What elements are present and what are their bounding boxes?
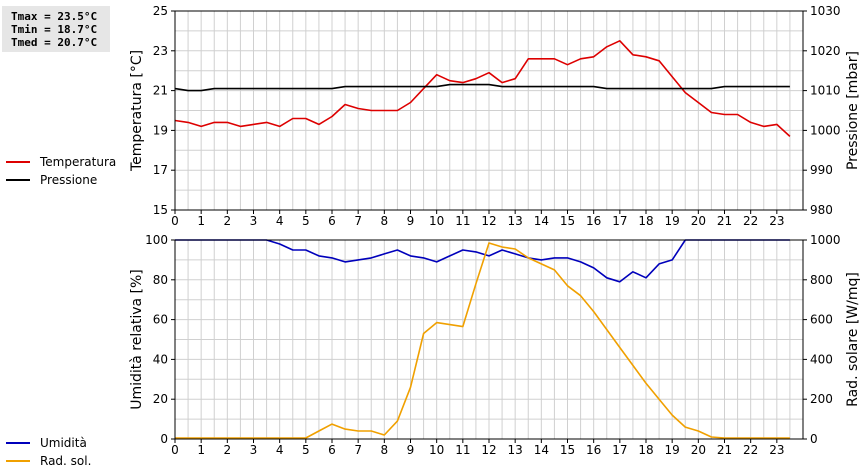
legend-label-humidity: Umidità xyxy=(40,436,87,450)
stats-box: Tmax = 23.5°C Tmin = 18.7°C Tmed = 20.7°C xyxy=(2,6,110,52)
y-left-axis-title: Umidità relativa [%] xyxy=(129,269,145,410)
legend-label-temperature: Temperatura xyxy=(40,155,117,169)
x-tick-label: 3 xyxy=(250,443,258,457)
x-tick-label: 0 xyxy=(171,214,179,228)
legend-item-pressure: Pressione xyxy=(6,171,116,189)
y-left-tick-label: 17 xyxy=(153,163,168,177)
legend-item-temperature: Temperatura xyxy=(6,153,116,171)
y-right-tick-label: 0 xyxy=(810,432,818,446)
x-tick-label: 11 xyxy=(455,214,470,228)
x-tick-label: 2 xyxy=(224,214,232,228)
y-left-axis-title: Temperatura [°C] xyxy=(129,50,145,172)
legend-swatch-pressure xyxy=(6,179,30,181)
y-left-tick-label: 80 xyxy=(153,273,168,287)
y-left-tick-label: 23 xyxy=(153,44,168,58)
y-left-tick-label: 25 xyxy=(153,4,168,18)
y-right-tick-label: 1000 xyxy=(810,123,841,137)
legend-label-pressure: Pressione xyxy=(40,173,98,187)
x-tick-label: 8 xyxy=(381,214,389,228)
x-tick-label: 20 xyxy=(691,214,706,228)
x-tick-label: 7 xyxy=(354,443,362,457)
x-tick-label: 17 xyxy=(612,443,627,457)
series-line-rad-sol xyxy=(175,242,790,439)
legend-swatch-humidity xyxy=(6,442,30,444)
y-right-tick-label: 1020 xyxy=(810,44,841,58)
y-right-tick-label: 400 xyxy=(810,352,833,366)
legend-swatch-radiation xyxy=(6,460,30,462)
x-tick-label: 15 xyxy=(560,443,575,457)
x-tick-label: 22 xyxy=(743,443,758,457)
x-tick-label: 23 xyxy=(769,214,784,228)
x-tick-label: 2 xyxy=(224,443,232,457)
y-left-tick-label: 100 xyxy=(145,233,168,247)
x-tick-label: 21 xyxy=(717,214,732,228)
x-tick-label: 10 xyxy=(429,214,444,228)
x-tick-label: 17 xyxy=(612,214,627,228)
legend-swatch-temperature xyxy=(6,161,30,163)
x-tick-label: 5 xyxy=(302,214,310,228)
x-tick-label: 6 xyxy=(328,443,336,457)
y-left-tick-label: 20 xyxy=(153,392,168,406)
chart-panel-0: 0 1 2 3 4 5 6 7 8 9 10 11 12 13 14 15 16 17 18 19 20 21 22 2315… xyxy=(129,4,860,228)
x-tick-label: 21 xyxy=(717,443,732,457)
stat-tmin: Tmin = 18.7°C xyxy=(11,23,98,36)
x-tick-label: 14 xyxy=(534,443,549,457)
x-tick-label: 12 xyxy=(481,443,496,457)
stat-tmax: Tmax = 23.5°C xyxy=(11,10,98,23)
x-tick-label: 19 xyxy=(665,443,680,457)
y-right-tick-label: 200 xyxy=(810,392,833,406)
y-left-tick-label: 0 xyxy=(160,432,168,446)
x-tick-label: 4 xyxy=(276,443,284,457)
y-right-tick-label: 1010 xyxy=(810,84,841,98)
y-left-tick-label: 15 xyxy=(153,203,168,217)
x-tick-label: 23 xyxy=(769,443,784,457)
x-tick-label: 9 xyxy=(407,443,415,457)
x-tick-label: 14 xyxy=(534,214,549,228)
y-left-tick-label: 21 xyxy=(153,84,168,98)
x-tick-label: 13 xyxy=(508,214,523,228)
y-left-tick-label: 40 xyxy=(153,352,168,366)
x-tick-label: 16 xyxy=(586,443,601,457)
legend-item-humidity: Umidità xyxy=(6,434,91,452)
x-tick-label: 1 xyxy=(197,214,205,228)
y-right-axis-title: Rad. solare [W/mq] xyxy=(845,272,860,407)
series-line-pressione xyxy=(174,83,790,92)
x-tick-label: 5 xyxy=(302,443,310,457)
x-tick-label: 8 xyxy=(381,443,389,457)
x-tick-label: 15 xyxy=(560,214,575,228)
x-tick-label: 18 xyxy=(638,443,653,457)
x-tick-label: 3 xyxy=(250,214,258,228)
y-left-tick-label: 19 xyxy=(153,123,168,137)
chart-svg: 0 1 2 3 4 5 6 7 8 9 10 11 12 13 14 15 16 17 18 19 20 21 22 2315… xyxy=(129,4,860,457)
x-tick-label: 1 xyxy=(197,443,205,457)
x-tick-label: 6 xyxy=(328,214,336,228)
y-left-tick-label: 60 xyxy=(153,313,168,327)
x-tick-label: 7 xyxy=(354,214,362,228)
y-right-tick-label: 990 xyxy=(810,163,833,177)
y-right-tick-label: 1000 xyxy=(810,233,841,247)
x-tick-label: 19 xyxy=(665,214,680,228)
legend-top: Temperatura Pressione xyxy=(6,153,116,189)
x-tick-label: 12 xyxy=(481,214,496,228)
y-right-tick-label: 600 xyxy=(810,313,833,327)
x-tick-label: 4 xyxy=(276,214,284,228)
x-tick-label: 9 xyxy=(407,214,415,228)
y-right-tick-label: 980 xyxy=(810,203,833,217)
x-tick-label: 22 xyxy=(743,214,758,228)
y-right-axis-title: Pressione [mbar] xyxy=(845,51,860,170)
x-tick-label: 20 xyxy=(691,443,706,457)
y-right-tick-label: 800 xyxy=(810,273,833,287)
x-tick-label: 11 xyxy=(455,443,470,457)
y-right-tick-label: 1030 xyxy=(810,4,841,18)
stat-tmed: Tmed = 20.7°C xyxy=(11,36,98,49)
x-tick-label: 10 xyxy=(429,443,444,457)
chart-panel-1: 0 1 2 3 4 5 6 7 8 9 10 11 12 13 14 15 16 17 18 19 20 21 22 2302… xyxy=(129,233,860,457)
x-tick-label: 13 xyxy=(508,443,523,457)
x-tick-label: 18 xyxy=(638,214,653,228)
x-tick-label: 0 xyxy=(171,443,179,457)
series-line-temperatura xyxy=(174,39,791,137)
x-tick-label: 16 xyxy=(586,214,601,228)
